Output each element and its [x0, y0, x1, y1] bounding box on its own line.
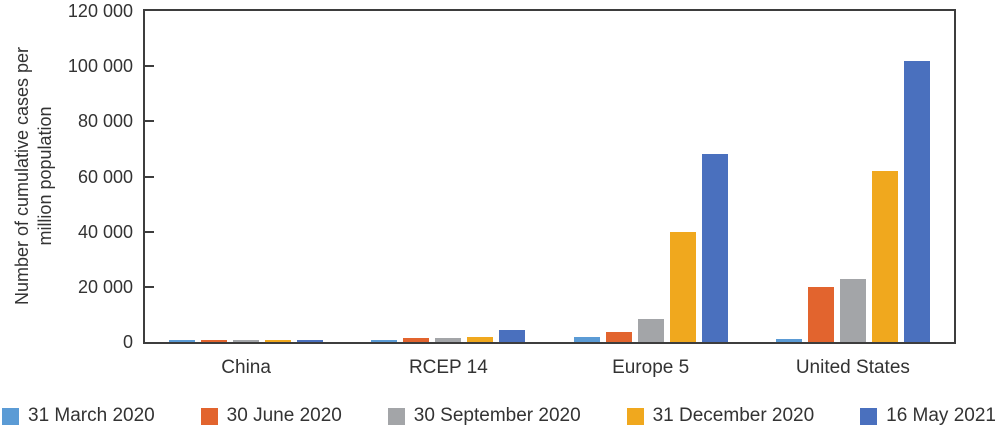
legend-label: 30 September 2020	[413, 405, 581, 426]
bar-groups	[145, 11, 954, 342]
bar	[435, 338, 462, 342]
bar	[637, 319, 664, 342]
bar	[265, 339, 292, 342]
bar	[403, 337, 430, 342]
bar-group-europe-5	[550, 11, 752, 342]
x-axis-category-label: Europe 5	[612, 357, 690, 378]
y-axis-tick-label: 0	[122, 332, 133, 352]
bar	[669, 231, 696, 342]
bar	[839, 278, 866, 342]
legend-item: 30 June 2020	[200, 405, 342, 427]
y-axis-tick-mark	[145, 120, 154, 123]
y-axis-tick-label: 100 000	[67, 56, 133, 77]
y-axis-tick-mark	[145, 175, 154, 178]
legend-swatch-icon	[626, 407, 644, 425]
bar	[903, 60, 930, 342]
x-axis-category-label: RCEP 14	[408, 357, 488, 378]
legend-label: 16 May 2021	[886, 405, 996, 426]
y-axis-tick-label: 20 000	[77, 276, 133, 297]
bar	[701, 154, 728, 342]
legend-swatch-icon	[387, 407, 405, 425]
y-axis-tick-label: 40 000	[77, 221, 133, 242]
bar	[297, 339, 324, 342]
bar	[871, 170, 898, 342]
bar-group-united-states	[752, 11, 954, 342]
x-axis-category-label: China	[221, 357, 271, 378]
y-axis-tick-label: 120 000	[67, 1, 133, 21]
y-axis-tick-mark	[145, 65, 154, 68]
x-axis-category-label: United States	[795, 357, 910, 378]
bar-group-china	[145, 11, 347, 342]
legend-label: 30 June 2020	[226, 405, 342, 426]
y-axis-tick-mark	[145, 230, 154, 233]
legend-swatch-icon	[860, 407, 878, 425]
bar	[499, 329, 526, 342]
bar	[201, 339, 228, 342]
bar	[573, 337, 600, 342]
legend-item: 31 March 2020	[2, 405, 155, 427]
bar	[807, 286, 834, 342]
legend-item: 16 May 2021	[860, 405, 996, 427]
y-axis-tick-label: 60 000	[77, 166, 133, 187]
legend: 31 March 2020 30 June 2020 30 September 20…	[2, 402, 996, 430]
legend-swatch-icon	[200, 407, 218, 425]
bar	[169, 340, 196, 342]
bar	[467, 336, 494, 342]
bar	[371, 340, 398, 342]
legend-swatch-icon	[2, 407, 19, 425]
legend-item: 31 December 2020	[626, 405, 815, 427]
y-axis-tick-label: 80 000	[77, 111, 133, 132]
y-axis-tick-mark	[145, 285, 154, 288]
legend-item: 30 September 2020	[387, 405, 581, 427]
bar	[775, 338, 802, 342]
legend-label: 31 March 2020	[28, 405, 155, 426]
bar	[605, 331, 632, 342]
bar	[233, 339, 260, 342]
bar-group-rcep-14	[347, 11, 549, 342]
legend-label: 31 December 2020	[652, 405, 815, 426]
plot-area	[143, 9, 956, 344]
